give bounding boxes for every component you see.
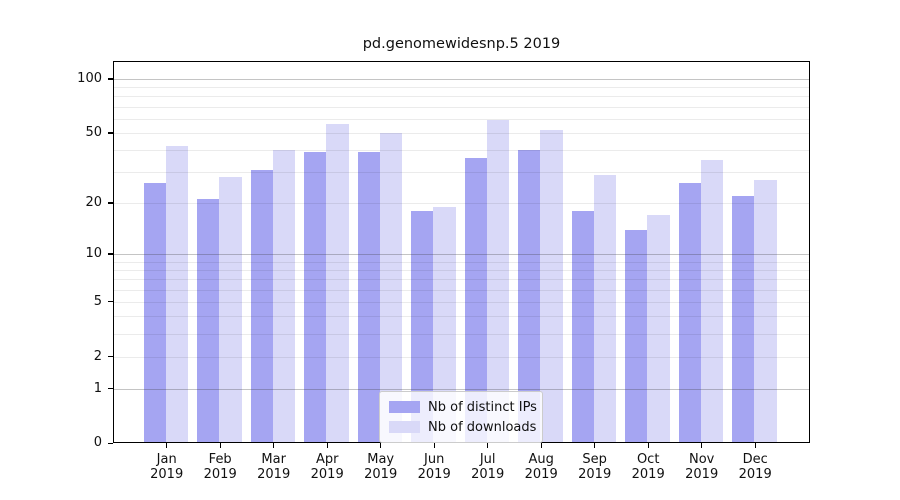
- y-tick-mark: [108, 202, 113, 204]
- bar-downloads: [433, 206, 456, 444]
- x-axis-tick-label: Oct 2019: [631, 452, 665, 482]
- bar-distinct-ips: [678, 183, 701, 444]
- x-axis-tick-label: Jul 2019: [471, 452, 505, 482]
- y-axis-tick-label: 0: [93, 435, 102, 451]
- bar-downloads: [540, 129, 563, 444]
- x-axis-tick-label: Mar 2019: [257, 452, 291, 482]
- x-tick-mark: [701, 443, 703, 448]
- x-tick-mark: [647, 443, 649, 448]
- major-gridline: [113, 78, 810, 80]
- legend-item: Nb of downloads: [389, 417, 537, 437]
- bar-downloads: [326, 124, 349, 444]
- bar-downloads: [647, 215, 670, 444]
- legend-swatch-distinct-ips-icon: [389, 401, 420, 413]
- x-tick-mark: [219, 443, 221, 448]
- y-tick-mark: [108, 387, 113, 390]
- y-axis-tick-label: 100: [77, 70, 102, 86]
- x-tick-mark: [594, 443, 596, 448]
- bar-distinct-ips: [625, 229, 648, 444]
- y-tick-mark: [108, 355, 113, 358]
- minor-gridline: [113, 150, 810, 152]
- bar-distinct-ips: [304, 152, 327, 444]
- legend: Nb of distinct IPs Nb of downloads: [379, 391, 543, 443]
- y-tick-mark: [108, 442, 113, 444]
- minor-gridline: [113, 118, 810, 120]
- legend-label-downloads: Nb of downloads: [428, 419, 537, 435]
- y-axis-tick-label: 2: [93, 348, 102, 364]
- x-tick-mark: [487, 443, 489, 448]
- bar-distinct-ips: [143, 183, 166, 444]
- x-axis-tick-label: Aug 2019: [524, 452, 558, 482]
- bar-downloads: [700, 160, 724, 444]
- bar-distinct-ips: [464, 158, 487, 444]
- minor-gridline: [113, 106, 810, 108]
- y-tick-mark: [108, 301, 113, 303]
- x-tick-mark: [433, 443, 435, 448]
- x-tick-mark: [166, 443, 168, 448]
- y-axis-tick-label: 10: [85, 246, 102, 262]
- bar-downloads: [219, 177, 242, 444]
- y-axis-tick-label: 20: [85, 194, 102, 210]
- bar-downloads: [165, 146, 189, 444]
- y-tick-mark: [108, 132, 113, 134]
- bar-distinct-ips: [357, 152, 380, 444]
- x-tick-mark: [326, 443, 328, 448]
- bar-downloads: [754, 180, 777, 444]
- x-axis-tick-label: Nov 2019: [685, 452, 719, 482]
- chart-title: pd.genomewidesnp.5 2019: [362, 36, 561, 52]
- x-axis-tick-label: Sep 2019: [578, 452, 612, 482]
- bar-downloads: [379, 132, 403, 444]
- x-tick-mark: [754, 443, 756, 448]
- bar-downloads: [486, 120, 510, 444]
- x-axis-tick-label: Jun 2019: [417, 452, 451, 482]
- x-axis-tick-label: Dec 2019: [738, 452, 772, 482]
- minor-gridline: [113, 96, 810, 98]
- y-axis-tick-label: 50: [85, 124, 102, 140]
- bar-distinct-ips: [411, 210, 434, 444]
- minor-gridline: [113, 132, 810, 134]
- bar-distinct-ips: [571, 210, 594, 444]
- bar-downloads: [272, 150, 296, 444]
- x-axis-tick-label: May 2019: [364, 452, 398, 482]
- x-axis-tick-label: Jan 2019: [150, 452, 184, 482]
- y-axis-tick-label: 1: [93, 380, 102, 396]
- y-tick-mark: [108, 78, 113, 80]
- bar-distinct-ips: [250, 169, 273, 444]
- legend-swatch-downloads-icon: [389, 421, 420, 433]
- y-axis-tick-label: 5: [93, 293, 102, 309]
- bar-distinct-ips: [732, 195, 755, 444]
- bar-distinct-ips: [518, 150, 541, 444]
- minor-gridline: [113, 87, 810, 89]
- y-tick-mark: [108, 253, 113, 255]
- x-axis-tick-label: Apr 2019: [310, 452, 344, 482]
- x-tick-mark: [273, 443, 275, 448]
- bar-downloads: [593, 174, 617, 444]
- bar-distinct-ips: [197, 199, 220, 444]
- x-tick-mark: [380, 443, 382, 448]
- legend-label-distinct-ips: Nb of distinct IPs: [428, 399, 537, 415]
- x-axis-tick-label: Feb 2019: [203, 452, 237, 482]
- legend-item: Nb of distinct IPs: [389, 397, 537, 417]
- x-tick-mark: [540, 443, 542, 448]
